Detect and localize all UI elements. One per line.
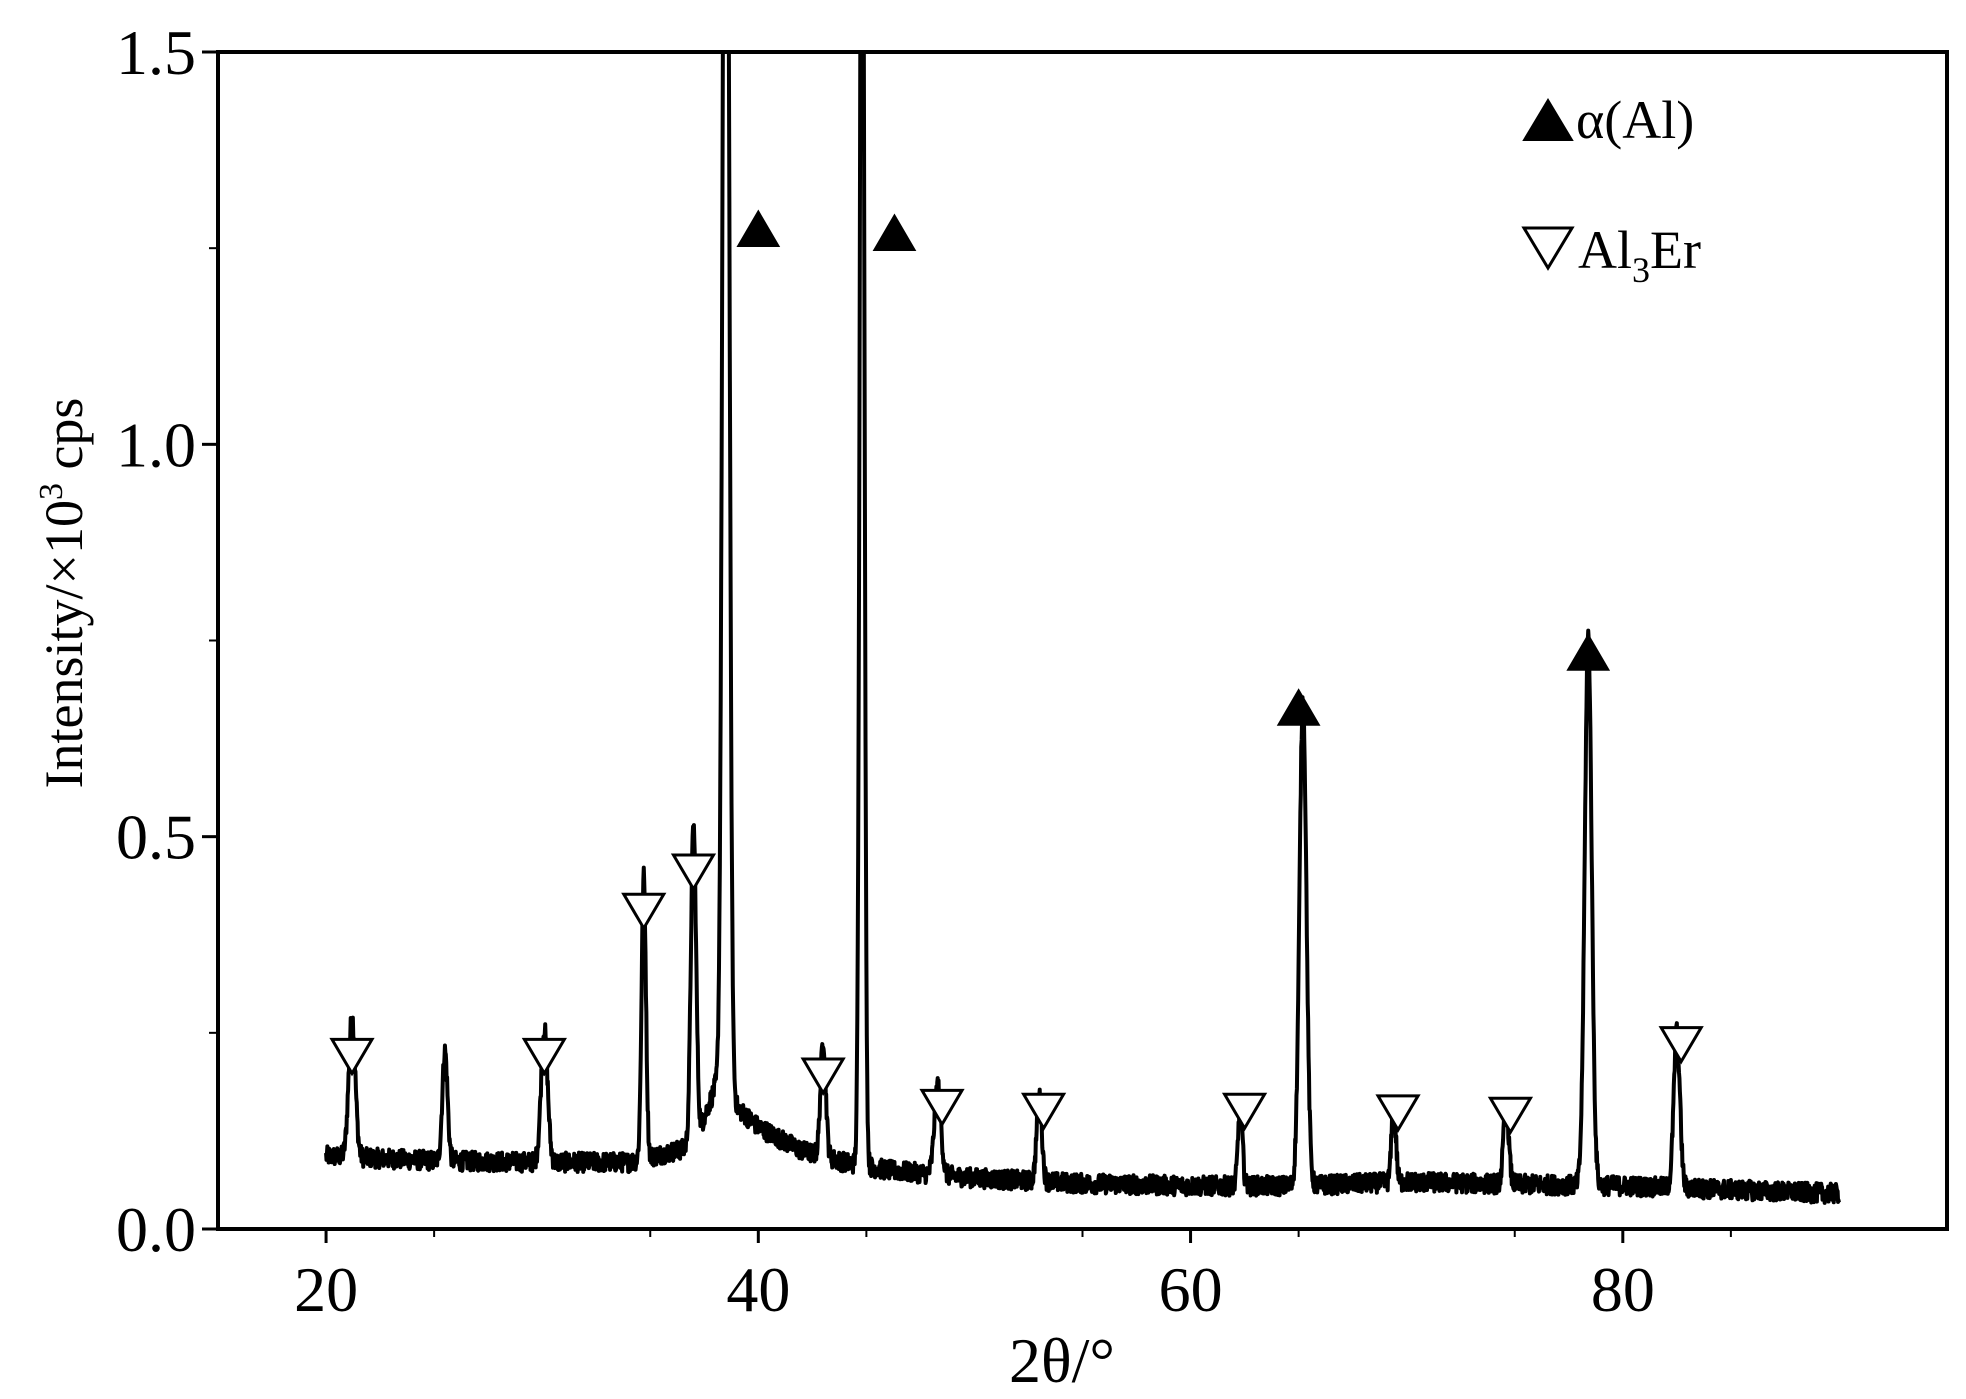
legend-alpha-al-symbol (1522, 98, 1574, 141)
alpha-al-marker (736, 209, 781, 248)
al3er-marker (1221, 1092, 1268, 1132)
legend-alpha-al-label: α(Al) (1576, 90, 1694, 150)
x-tick-label: 60 (1159, 1254, 1223, 1325)
al3er-marker (621, 892, 667, 932)
al3er-marker (521, 1037, 567, 1077)
al3er-marker (670, 853, 717, 892)
y-tick-label: 0.0 (116, 1194, 196, 1265)
legend: α(Al) Al3Er (1521, 90, 1701, 290)
y-axis-title-main: Intensity/×10 (34, 500, 94, 788)
legend-al3er-label-sub: 3 (1632, 250, 1650, 290)
y-axis-title: Intensity/×103 cps (33, 398, 94, 789)
y-tick-label: 1.0 (116, 409, 196, 480)
x-tick-label: 80 (1591, 1254, 1655, 1325)
al3er-marker (1375, 1094, 1421, 1133)
al3er-marker (919, 1088, 965, 1128)
legend-al3er-label: Al3Er (1578, 220, 1701, 290)
alpha-al-marker (1276, 688, 1321, 726)
y-axis: 0.0 0.5 1.0 1.5 (116, 17, 218, 1265)
x-axis: 20 40 60 80 (294, 1229, 1732, 1325)
legend-al3er-symbol (1521, 226, 1575, 271)
al3er-marker (1658, 1026, 1704, 1065)
al3er-marker (329, 1037, 375, 1077)
x-tick-label: 40 (726, 1254, 790, 1325)
y-axis-title-unit: cps (34, 398, 94, 483)
y-axis-title-superscript: 3 (33, 483, 70, 500)
y-tick-label: 1.5 (116, 17, 196, 88)
y-tick-label: 0.5 (116, 802, 196, 873)
plot-area (324, 52, 1841, 1205)
phase-markers (329, 209, 1704, 1136)
alpha-al-marker (872, 213, 917, 251)
legend-al3er-label-tail: Er (1650, 220, 1701, 280)
al3er-marker (1020, 1092, 1067, 1132)
legend-al3er-label-main: Al (1578, 220, 1632, 280)
al3er-marker (800, 1057, 846, 1096)
al3er-marker (1487, 1096, 1534, 1136)
x-tick-label: 20 (294, 1254, 358, 1325)
x-axis-title: 2θ/° (1009, 1325, 1115, 1396)
alpha-al-marker (1566, 633, 1611, 671)
xrd-trace (324, 52, 1841, 1205)
